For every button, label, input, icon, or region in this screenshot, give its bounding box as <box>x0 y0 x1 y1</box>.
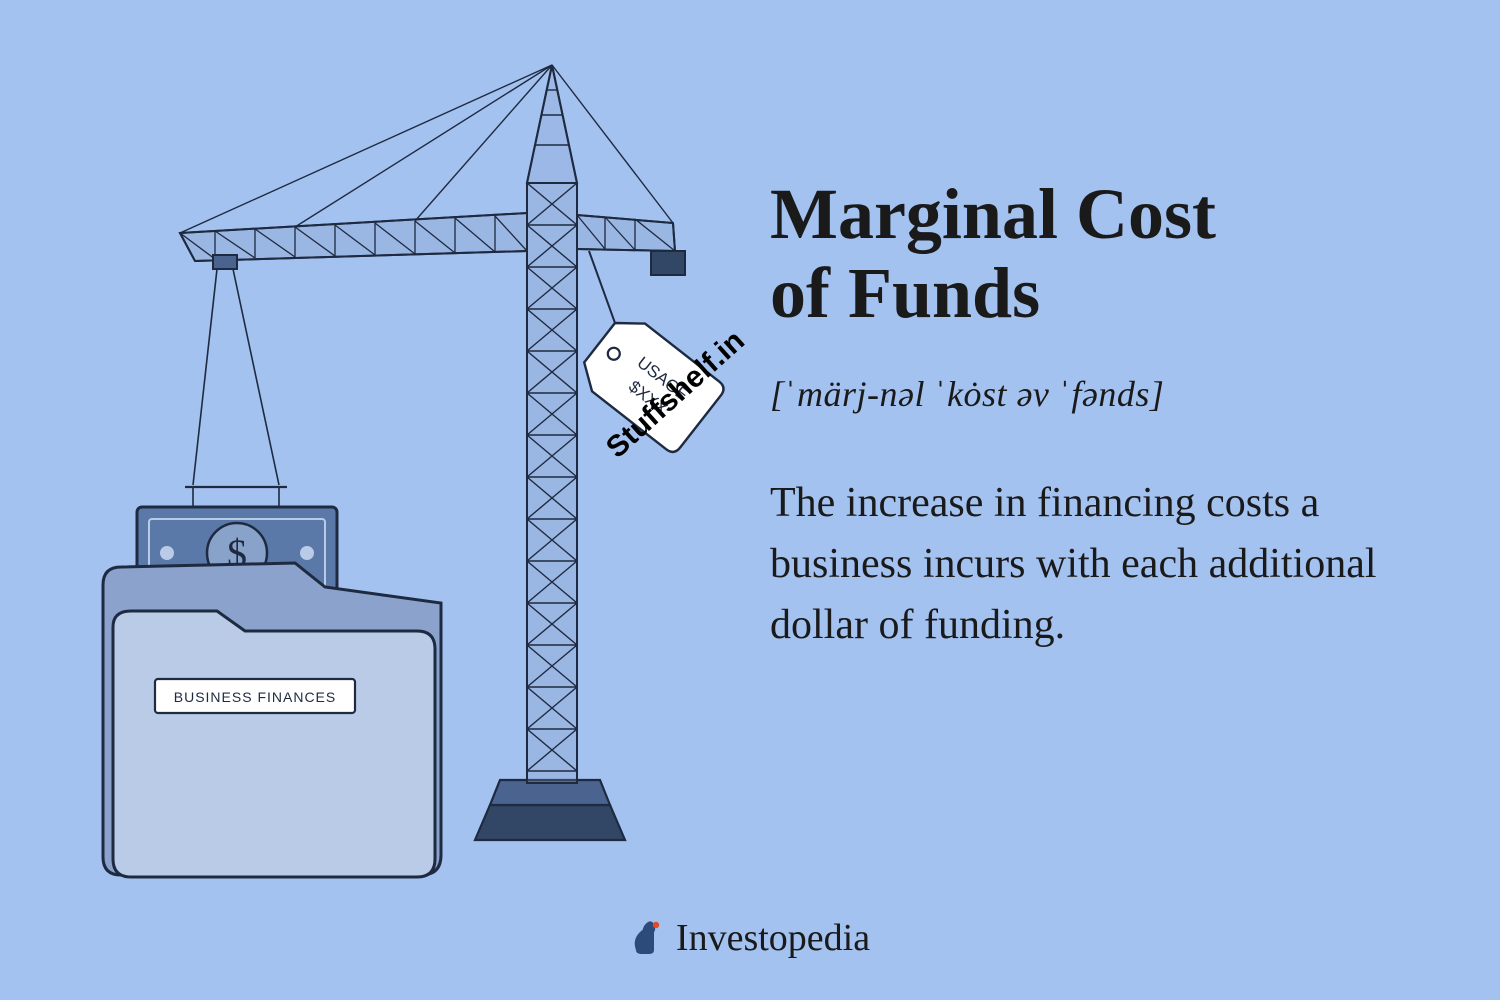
brand-name: Investopedia <box>676 916 870 960</box>
pronunciation: [ˈmärj-nəl ˈkȯst əv ˈfənds] <box>770 373 1410 415</box>
text-column: Marginal Cost of Funds [ˈmärj-nəl ˈkȯst … <box>770 175 1410 656</box>
crane-cables <box>180 65 673 233</box>
crane-tower <box>527 183 577 783</box>
folder-label: BUSINESS FINANCES <box>174 689 336 705</box>
brand-row: Investopedia <box>0 916 1500 960</box>
title-line-2: of Funds <box>770 253 1040 333</box>
term-title: Marginal Cost of Funds <box>770 175 1410 333</box>
crane-folder-illustration: $ BUSINESS FINANCES USAGE $XXX <box>65 55 765 885</box>
crane-counter-jib <box>577 215 685 275</box>
infographic-canvas: $ BUSINESS FINANCES USAGE $XXX <box>0 0 1500 1000</box>
crane-hoist <box>185 255 287 509</box>
crane-apex <box>527 65 577 183</box>
definition: The increase in financing costs a busine… <box>770 473 1390 656</box>
crane-jib <box>180 213 527 261</box>
crane-base <box>475 780 625 840</box>
brand-logo-icon <box>630 920 666 956</box>
folder: BUSINESS FINANCES <box>103 563 441 877</box>
title-line-1: Marginal Cost <box>770 174 1216 254</box>
